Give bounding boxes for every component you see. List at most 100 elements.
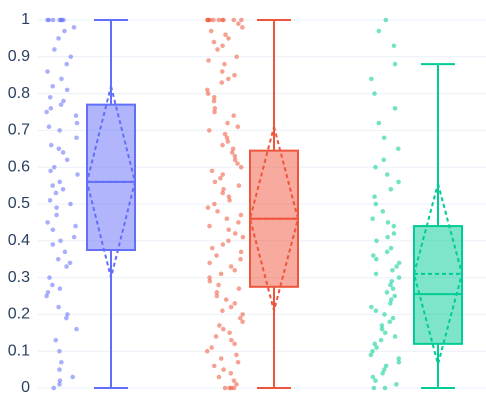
data-point	[74, 120, 80, 126]
data-point	[61, 98, 66, 104]
data-point	[220, 308, 225, 314]
data-point	[372, 91, 377, 96]
data-point	[206, 58, 211, 63]
data-point	[220, 172, 226, 177]
data-point	[223, 32, 228, 38]
data-point	[209, 245, 215, 251]
data-point	[44, 293, 49, 299]
data-point	[56, 36, 61, 41]
data-point	[222, 61, 227, 67]
data-point	[236, 286, 242, 291]
data-point	[391, 43, 397, 49]
data-point	[219, 69, 225, 74]
data-point	[211, 363, 217, 369]
box	[86, 103, 136, 251]
data-point	[392, 334, 398, 339]
data-point	[208, 28, 214, 34]
data-point	[226, 238, 231, 244]
data-point	[240, 234, 246, 240]
data-point	[73, 223, 78, 229]
data-point	[238, 256, 243, 262]
data-point	[215, 209, 220, 214]
data-point	[378, 337, 384, 343]
data-point	[56, 146, 62, 152]
data-point	[48, 142, 54, 148]
data-point	[373, 201, 379, 207]
y-tick-label: 0.5	[8, 195, 30, 212]
data-point	[205, 205, 211, 210]
data-point	[240, 25, 245, 30]
data-point	[229, 337, 234, 343]
data-point	[62, 249, 68, 255]
data-point	[388, 186, 394, 192]
data-point	[67, 260, 73, 266]
data-point	[231, 378, 237, 383]
data-point	[226, 194, 232, 199]
data-point	[371, 385, 377, 391]
data-point	[57, 382, 62, 387]
data-point	[221, 186, 226, 192]
y-tick-label: 0.7	[8, 122, 30, 139]
data-point	[50, 17, 56, 23]
data-point	[45, 220, 50, 225]
data-point	[207, 223, 212, 229]
data-point	[379, 326, 385, 332]
data-point	[59, 76, 64, 82]
data-point	[214, 290, 220, 295]
data-point	[224, 216, 230, 222]
data-point	[60, 186, 66, 192]
data-point	[207, 278, 213, 284]
data-point	[385, 234, 390, 240]
data-point	[396, 179, 401, 185]
data-point	[206, 128, 212, 133]
data-point	[59, 359, 64, 365]
data-point	[220, 190, 225, 196]
data-point	[234, 54, 239, 60]
data-point	[394, 382, 399, 387]
data-point	[58, 102, 64, 107]
data-point	[234, 352, 239, 358]
data-point	[391, 223, 397, 229]
data-point	[388, 297, 394, 302]
data-point	[205, 17, 211, 23]
data-point	[392, 61, 398, 67]
data-point	[64, 87, 70, 93]
data-point	[387, 319, 393, 325]
data-point	[373, 378, 378, 383]
y-tick-label: 0.9	[8, 48, 30, 65]
data-point	[60, 150, 66, 155]
data-point	[212, 179, 218, 185]
data-point	[216, 374, 222, 380]
data-point	[226, 76, 231, 82]
data-point	[74, 326, 79, 332]
data-point	[374, 256, 379, 262]
data-point	[214, 253, 219, 258]
data-point	[376, 28, 382, 34]
data-point	[227, 330, 232, 336]
data-point	[381, 135, 387, 141]
data-point	[225, 139, 231, 144]
data-point	[211, 98, 217, 104]
data-point	[45, 17, 50, 23]
data-point	[239, 17, 244, 23]
data-point	[68, 201, 73, 207]
data-point	[236, 183, 242, 188]
data-point	[48, 106, 54, 111]
data-point	[379, 323, 385, 328]
data-point	[221, 367, 226, 372]
data-point	[392, 293, 397, 299]
data-point	[229, 150, 235, 155]
data-point	[380, 209, 386, 214]
data-point	[232, 267, 238, 273]
data-point	[370, 374, 376, 380]
data-point	[383, 363, 389, 369]
data-point	[396, 356, 402, 361]
data-point	[383, 17, 389, 23]
data-point	[212, 106, 218, 111]
data-point	[376, 120, 382, 126]
data-point	[382, 312, 387, 317]
data-point	[73, 113, 79, 118]
data-point	[232, 341, 237, 347]
data-point	[228, 370, 234, 376]
data-point	[65, 312, 70, 317]
